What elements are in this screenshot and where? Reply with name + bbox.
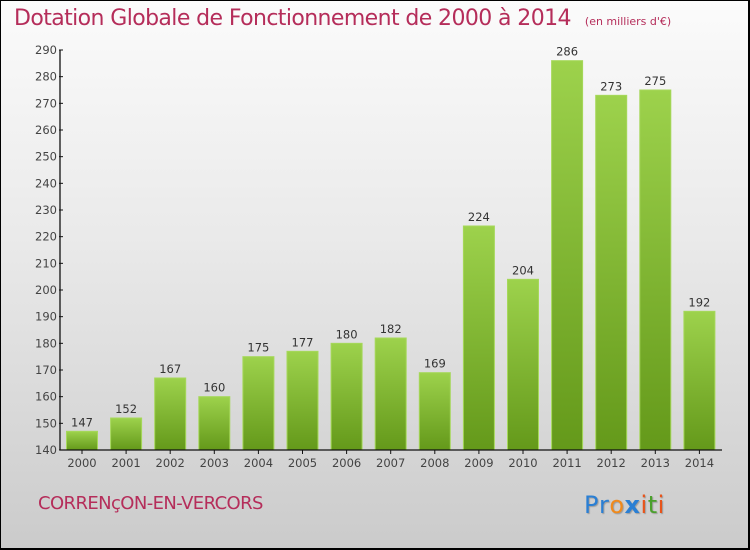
bars-group	[66, 60, 716, 451]
logo-letter-5: t	[647, 491, 658, 519]
value-label-2001: 152	[115, 402, 137, 416]
y-tick-label-260: 260	[35, 123, 57, 137]
y-tick-label-240: 240	[35, 176, 57, 190]
y-tick-label-290: 290	[35, 43, 57, 57]
x-tick-label-2010: 2010	[508, 456, 537, 470]
y-tick-label-190: 190	[35, 310, 57, 324]
value-labels: 147 152 167 160 175 177 180 182 169 224 204 286 273 2…	[71, 45, 710, 430]
bar-2002	[154, 377, 187, 451]
value-label-2009: 224	[468, 210, 490, 224]
x-tick-label-2013: 2013	[641, 456, 670, 470]
value-label-2008: 169	[424, 357, 446, 371]
bar-2014	[683, 310, 716, 451]
bar-2000	[66, 430, 98, 451]
proxiti-logo[interactable]: Proxiti	[584, 491, 665, 519]
chart-title: Dotation Globale de Fonctionnement de 20…	[14, 6, 671, 31]
logo-letter-0: P	[584, 491, 599, 519]
logo-letter-6: i	[657, 491, 665, 519]
logo-letter-2: o	[609, 491, 625, 519]
chart-subtitle: (en milliers d'€)	[584, 15, 672, 28]
value-label-2007: 182	[380, 322, 402, 336]
x-tick-label-2003: 2003	[200, 456, 229, 470]
y-tick-label-250: 250	[35, 150, 57, 164]
value-label-2005: 177	[292, 335, 314, 349]
value-label-2000: 147	[71, 415, 93, 429]
value-label-2006: 180	[336, 327, 358, 341]
y-tick-label-210: 210	[35, 256, 57, 270]
y-axis: 140 150 160 170 180 190 200 210 220 230 240 250 260 2…	[35, 43, 63, 457]
y-tick-label-280: 280	[35, 70, 57, 84]
y-tick-label-170: 170	[35, 363, 57, 377]
value-label-2004: 175	[247, 341, 269, 355]
value-label-2003: 160	[203, 381, 225, 395]
commune-name: CORRENçON-EN-VERCORS	[38, 493, 263, 514]
x-tick-label-2005: 2005	[288, 456, 317, 470]
y-tick-label-200: 200	[35, 283, 57, 297]
x-tick-label-2011: 2011	[552, 456, 581, 470]
x-axis: 2000 2001 2002 2003 2004 2005 2006 2007 2008 2009…	[60, 449, 722, 470]
x-tick-label-2000: 2000	[67, 456, 96, 470]
value-label-2012: 273	[600, 79, 622, 93]
value-label-2011: 286	[556, 45, 578, 59]
bar-2012	[595, 94, 628, 451]
x-tick-label-2002: 2002	[156, 456, 185, 470]
x-tick-label-2012: 2012	[597, 456, 626, 470]
bar-2005	[286, 350, 319, 451]
bar-2006	[330, 342, 363, 451]
value-label-2013: 275	[644, 74, 666, 88]
x-tick-label-2014: 2014	[685, 456, 714, 470]
x-tick-label-2006: 2006	[332, 456, 361, 470]
y-tick-label-160: 160	[35, 390, 57, 404]
y-tick-label-180: 180	[35, 336, 57, 350]
value-label-2010: 204	[512, 263, 534, 277]
y-tick-label-150: 150	[35, 416, 57, 430]
bar-2010	[507, 278, 539, 451]
bar-2004	[242, 356, 275, 451]
x-tick-label-2004: 2004	[244, 456, 273, 470]
y-tick-label-230: 230	[35, 203, 57, 217]
bar-2009	[462, 225, 495, 451]
bar-2001	[110, 417, 143, 451]
value-label-2002: 167	[159, 362, 181, 376]
bar-2013	[639, 89, 672, 451]
x-tick-label-2007: 2007	[376, 456, 405, 470]
logo-letter-3: x	[624, 491, 641, 519]
x-tick-label-2001: 2001	[111, 456, 140, 470]
x-tick-label-2009: 2009	[464, 456, 493, 470]
x-tick-label-2008: 2008	[420, 456, 449, 470]
bar-2008	[418, 372, 451, 451]
bar-2011	[551, 60, 584, 451]
y-tick-label-270: 270	[35, 96, 57, 110]
y-tick-label-220: 220	[35, 230, 57, 244]
bar-2007	[374, 337, 407, 451]
value-label-2014: 192	[688, 295, 710, 309]
chart-title-text: Dotation Globale de Fonctionnement de 20…	[14, 6, 572, 31]
logo-letter-4: i	[640, 491, 648, 519]
y-tick-label-140: 140	[35, 443, 57, 457]
logo-letter-1: r	[598, 491, 610, 519]
bar-2003	[198, 396, 231, 451]
